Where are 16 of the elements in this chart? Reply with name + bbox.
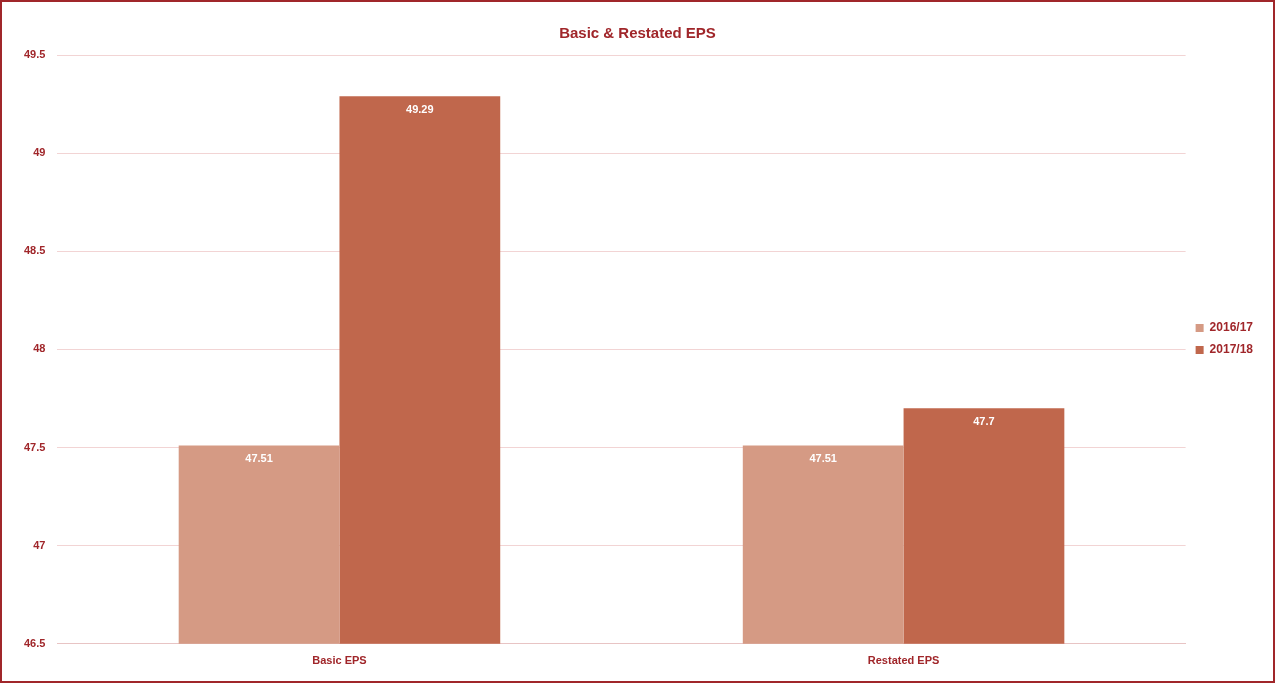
y-tick-label: 46.5 (23, 636, 46, 649)
y-tick-label: 49 (33, 146, 46, 159)
data-label: 49.29 (406, 102, 434, 115)
y-tick-label: 48 (33, 342, 46, 355)
y-tick-label: 48.5 (23, 244, 46, 257)
data-label: 47.51 (245, 452, 273, 465)
legend-label: 2017/18 (1209, 342, 1254, 357)
data-label: 47.7 (973, 414, 995, 427)
y-tick-label: 49.5 (23, 48, 46, 61)
y-tick-label: 47.5 (23, 440, 46, 453)
data-label: 47.51 (809, 452, 837, 465)
x-tick-label: Basic EPS (312, 654, 367, 667)
y-tick-label: 47 (33, 538, 46, 551)
legend-label: 2016/17 (1209, 320, 1254, 335)
x-tick-label: Restated EPS (867, 654, 940, 667)
chart-title: Basic & Restated EPS (559, 24, 716, 42)
